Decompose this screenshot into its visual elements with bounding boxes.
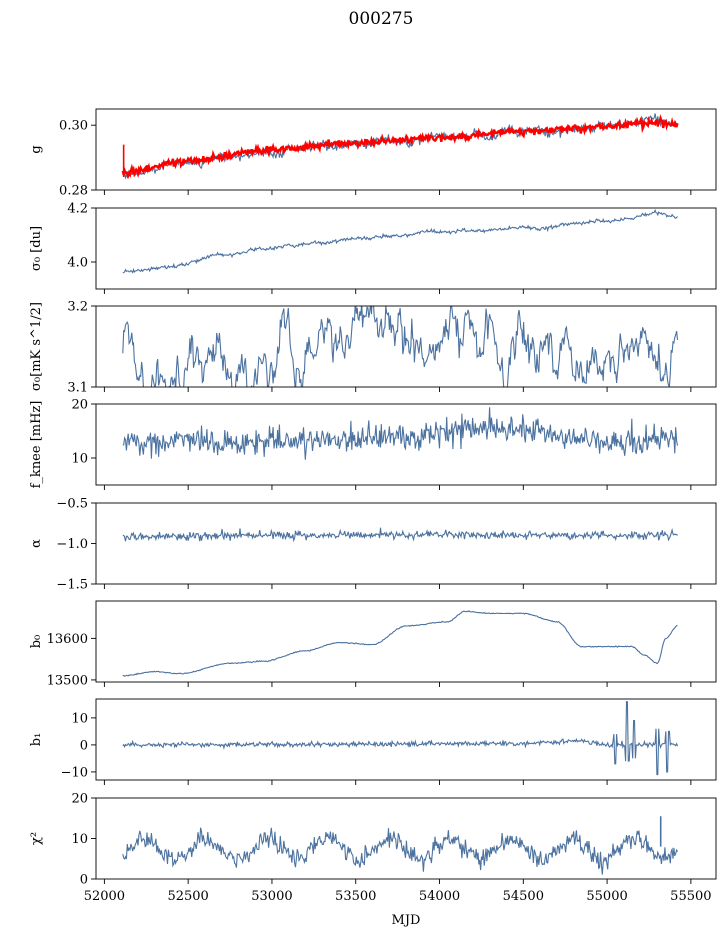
panel-5-series-0 — [122, 610, 678, 677]
x-axis-label: MJD — [392, 913, 421, 928]
x-tick-label-2: 53000 — [251, 889, 292, 904]
panel-2-series-0 — [122, 306, 679, 387]
panel-5-frame — [95, 600, 717, 683]
panel-7-series-0 — [122, 827, 678, 875]
panel-7-frame — [95, 797, 717, 880]
x-tick-label-5: 54500 — [503, 889, 544, 904]
panel-1-ytick-label-1: 4.2 — [67, 202, 88, 217]
x-tick-label-0: 52000 — [84, 889, 125, 904]
panel-4-ylabel: α — [29, 539, 44, 548]
panel-2: 3.1 3.2 σ₀[mK s^1/2] — [29, 300, 717, 396]
panel-0-frame — [95, 108, 717, 191]
panel-4-ytick-label-1: −1.0 — [56, 537, 88, 552]
panel-0: 0.28 0.30 g — [29, 108, 717, 199]
panel-4-series-0 — [122, 527, 678, 543]
x-tick-label-7: 55500 — [670, 889, 711, 904]
panel-0-ytick-label-0: 0.28 — [59, 184, 88, 199]
panel-7-ytick-label-1: 10 — [71, 832, 88, 847]
panel-1-ylabel: σ₀ [du] — [29, 226, 44, 271]
panel-4-frame — [95, 502, 717, 585]
panel-7-ytick-label-0: 0 — [80, 873, 88, 888]
panel-6-ylabel: b₁ — [29, 733, 44, 747]
figure-title: 000275 — [349, 9, 414, 29]
panel-3-ytick-label-1: 20 — [71, 398, 88, 413]
panel-2-ytick-label-0: 3.1 — [67, 381, 88, 396]
panel-6-frame — [95, 698, 717, 781]
panel-0-ylabel: g — [29, 145, 44, 153]
panel-5-ylabel: b₀ — [29, 635, 44, 649]
x-tick-label-4: 54000 — [419, 889, 460, 904]
panel-7-ylabel: χ² — [29, 832, 44, 845]
panel-0-series-0 — [122, 113, 678, 180]
x-tick-label-6: 55000 — [586, 889, 627, 904]
panel-1-ytick-label-0: 4.0 — [67, 256, 88, 271]
panel-3-series-0 — [122, 407, 679, 460]
panel-4-ytick-label-0: −1.5 — [56, 578, 88, 593]
panel-6-ytick-label-1: 0 — [80, 738, 88, 753]
panel-5-ytick-label-0: 13500 — [47, 673, 88, 688]
panel-3-frame — [95, 403, 717, 486]
panel-7-ytick-label-2: 20 — [71, 792, 88, 807]
panel-6-ytick-label-2: 10 — [71, 711, 88, 726]
panels: 0.28 0.30 g 4.0 4.2 σ₀ [du] 3.1 3.2 σ₀[mK s^1/2]… — [29, 108, 717, 904]
x-tick-label-3: 53500 — [335, 889, 376, 904]
panel-5-ytick-label-1: 13600 — [47, 632, 88, 647]
panel-4-ytick-label-2: −0.5 — [56, 497, 88, 512]
panel-2-ylabel: σ₀[mK s^1/2] — [29, 302, 44, 391]
panel-1-frame — [95, 207, 717, 290]
panel-7: 0 10 20 χ² — [29, 792, 717, 888]
panel-1-series-0 — [122, 208, 678, 274]
panel-0-ytick-label-1: 0.30 — [59, 119, 88, 134]
panel-6-ytick-label-0: −10 — [61, 765, 88, 780]
panel-3-ylabel: f_knee [mHz] — [29, 401, 44, 489]
panel-6-series-0 — [122, 701, 679, 776]
panel-6: −10 0 10 b₁ — [29, 698, 717, 785]
panel-0-series-1 — [121, 114, 679, 180]
panel-3-ytick-label-0: 10 — [71, 452, 88, 467]
panel-4: −1.5 −1.0 −0.5 α — [29, 497, 717, 593]
panel-2-ytick-label-1: 3.2 — [67, 300, 88, 315]
panel-2-frame — [95, 305, 717, 388]
panel-3: 10 20 f_knee [mHz] — [29, 398, 717, 490]
panel-1: 4.0 4.2 σ₀ [du] — [29, 202, 717, 294]
x-tick-label-1: 52500 — [167, 889, 208, 904]
